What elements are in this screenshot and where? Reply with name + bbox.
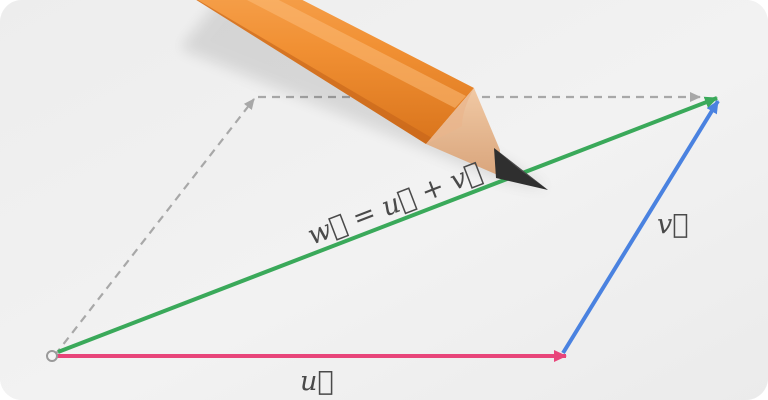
vector-w-arrow <box>57 96 718 354</box>
pencil-wood <box>426 88 500 176</box>
vector-v-label: v⃗ <box>657 209 688 240</box>
pencil-facet-shade <box>196 0 432 144</box>
vector-v-arrow <box>561 99 720 355</box>
origin-point <box>46 350 58 362</box>
pencil-facet-highlight <box>246 0 466 108</box>
vector-u-label: u⃗ <box>300 366 334 397</box>
pencil <box>196 0 548 190</box>
pencil-body <box>196 0 474 144</box>
guide-line-v-copy <box>54 98 255 356</box>
pencil-lead-highlight <box>494 148 548 190</box>
pencil-wood-edge <box>426 88 474 144</box>
